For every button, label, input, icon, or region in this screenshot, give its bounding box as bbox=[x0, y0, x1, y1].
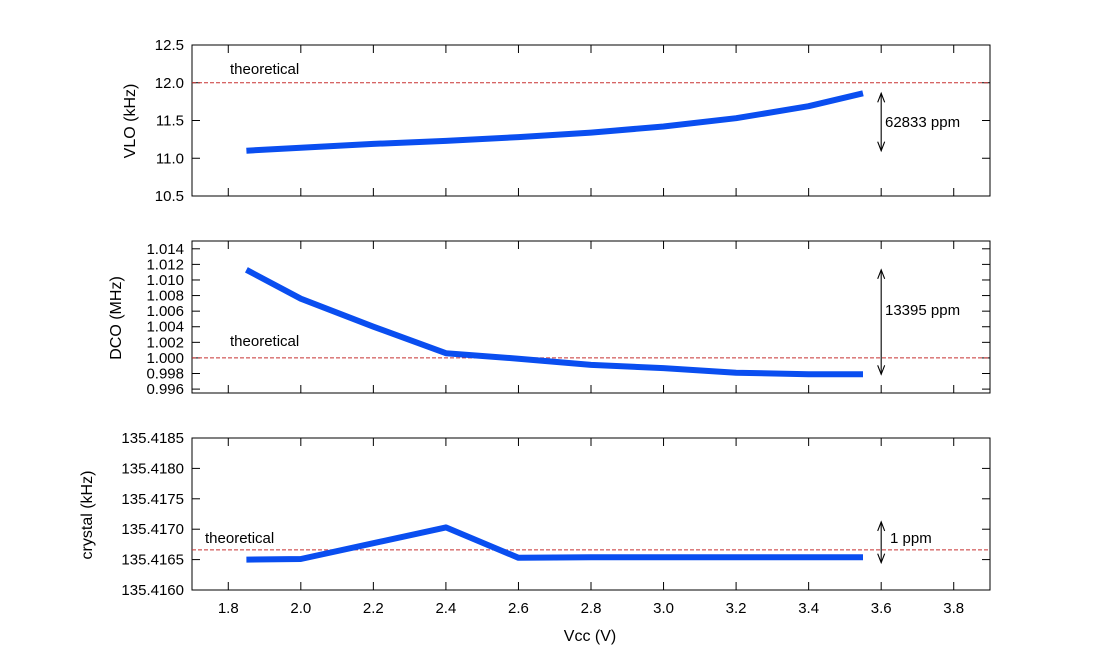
x-axis-title: Vcc (V) bbox=[564, 628, 616, 645]
dco-theoretical-label: theoretical bbox=[230, 333, 299, 350]
vlo-y-tick-label: 12.0 bbox=[155, 75, 184, 92]
crystal-series-line bbox=[246, 524, 863, 563]
x-tick-label: 2.0 bbox=[290, 600, 311, 617]
crystal-ppm-annotation: 1 ppm bbox=[890, 530, 932, 547]
crystal-y-tick-label: 135.4165 bbox=[121, 552, 184, 569]
vlo-y-tick-label: 11.0 bbox=[156, 150, 184, 167]
dco-y-tick-label: 1.002 bbox=[146, 334, 184, 351]
crystal-y-tick-label: 135.4180 bbox=[121, 460, 184, 477]
crystal-range-arrow-head-down bbox=[877, 553, 886, 565]
crystal-y-tick-label: 135.4160 bbox=[121, 582, 184, 599]
dco-y-tick-label: 1.004 bbox=[146, 319, 184, 336]
dco-plot-frame bbox=[191, 240, 991, 394]
x-tick-label: 3.2 bbox=[726, 600, 747, 617]
crystal-y-tick-label: 135.4175 bbox=[121, 491, 184, 508]
x-tick-label: 2.8 bbox=[581, 600, 602, 617]
vlo-panel: VLO (kHz) theoretical 62833 ppm 10.5 11.0… bbox=[122, 37, 991, 205]
dco-series-line bbox=[244, 267, 863, 378]
dco-y-tick-label: 0.996 bbox=[146, 381, 184, 398]
dco-y-tick-label: 1.010 bbox=[146, 272, 184, 289]
x-tick-label: 2.6 bbox=[508, 600, 529, 617]
vlo-plot-frame bbox=[191, 44, 991, 197]
dco-y-tick-label: 1.012 bbox=[146, 256, 184, 273]
crystal-range-arrow-head-up bbox=[877, 520, 886, 532]
x-tick-label: 3.0 bbox=[653, 600, 674, 617]
x-tick-label: 2.4 bbox=[435, 600, 456, 617]
vlo-series-line bbox=[246, 90, 864, 154]
vlo-ppm-annotation: 62833 ppm bbox=[885, 114, 960, 131]
dco-y-axis-title: DCO (MHz) bbox=[108, 276, 125, 360]
dco-y-tick-label: 1.014 bbox=[146, 241, 184, 258]
vlo-theoretical-label: theoretical bbox=[230, 61, 299, 78]
vlo-y-tick-label: 12.5 bbox=[155, 37, 184, 54]
crystal-y-tick-label: 135.4170 bbox=[121, 521, 184, 538]
dco-y-tick-label: 0.998 bbox=[146, 366, 184, 383]
x-tick-label: 3.4 bbox=[798, 600, 819, 617]
crystal-y-axis-title: crystal (kHz) bbox=[79, 471, 96, 560]
vlo-range-arrow-head-down bbox=[877, 141, 886, 153]
vlo-y-tick-label: 10.5 bbox=[155, 188, 184, 205]
dco-range-arrow-head-up bbox=[877, 268, 886, 280]
vlo-y-tick-label: 11.5 bbox=[156, 113, 184, 130]
x-tick-label: 2.2 bbox=[363, 600, 384, 617]
vlo-y-axis-title: VLO (kHz) bbox=[122, 84, 139, 159]
dco-y-tick-label: 1.006 bbox=[146, 303, 184, 320]
crystal-y-tick-label: 135.4185 bbox=[121, 430, 184, 447]
dco-range-arrow-head-down bbox=[877, 365, 886, 376]
vlo-range-arrow-head-up bbox=[877, 91, 886, 103]
dco-y-tick-label: 1.000 bbox=[146, 350, 184, 367]
dco-panel: DCO (MHz) theoretical 13395 ppm 0.9960.9… bbox=[108, 240, 991, 398]
x-tick-label: 3.8 bbox=[943, 600, 964, 617]
crystal-plot-frame bbox=[191, 437, 991, 591]
dco-y-tick-label: 1.008 bbox=[146, 288, 184, 305]
x-tick-label: 3.6 bbox=[871, 600, 892, 617]
dco-ppm-annotation: 13395 ppm bbox=[885, 302, 960, 319]
crystal-theoretical-label: theoretical bbox=[205, 530, 274, 547]
x-tick-label: 1.8 bbox=[218, 600, 239, 617]
crystal-panel: crystal (kHz) theoretical 1 ppm Vcc (V) … bbox=[79, 430, 991, 645]
